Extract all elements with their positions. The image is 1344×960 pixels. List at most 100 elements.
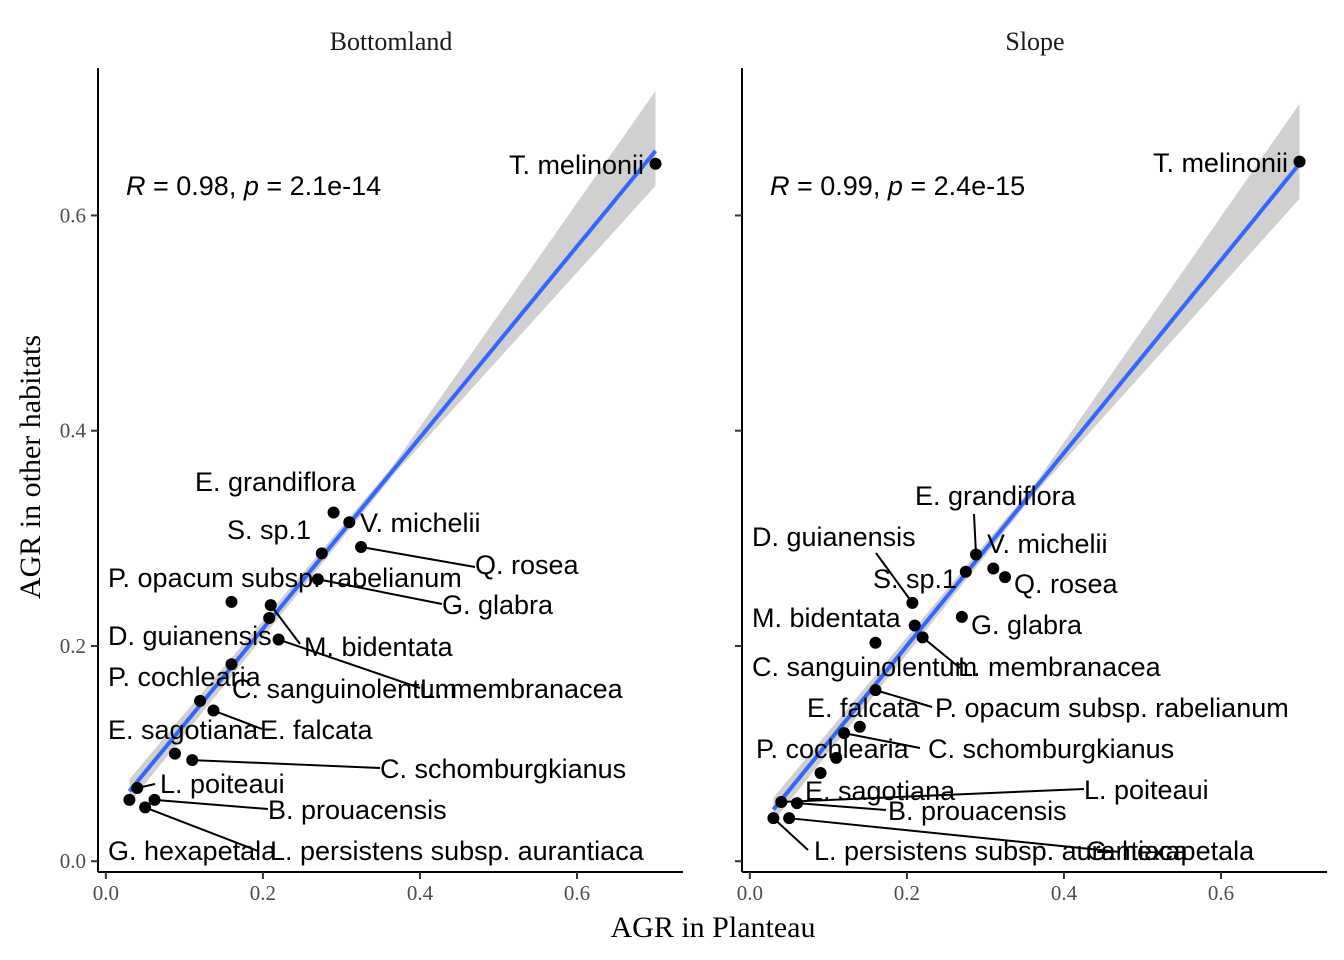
data-point-l-membranacea (272, 633, 285, 646)
leader-line-p-opacum-subsp-rabelianum (875, 689, 933, 708)
confidence-band-slope (773, 103, 1300, 822)
data-point-l-persistens-subsp-aurantiaca (767, 812, 780, 825)
data-point-l-persistens-subsp-aurantiaca (139, 801, 152, 814)
data-point-c-sanguinolentum (869, 636, 882, 649)
point-label-p-cochlearia: P. cochlearia (108, 662, 262, 692)
point-label-l-poiteaui: L. poiteaui (1084, 775, 1209, 805)
data-point-b-prouacensis (148, 793, 161, 806)
point-label-g-hexapetala: G. hexapetala (108, 836, 277, 866)
panel-slope: Slope T. melinonii E. grandiflora V. miche… (735, 27, 1327, 905)
y-tick-label: 0.2 (60, 634, 86, 658)
point-label-v-michelii: V. michelii (987, 529, 1108, 559)
data-point-e-grandiflora (327, 506, 340, 519)
strip-label-slope: Slope (1005, 27, 1064, 56)
data-point-t-melinonii (1293, 155, 1306, 168)
data-point-b-prouacensis (790, 797, 803, 810)
data-point-q-rosea (999, 571, 1012, 584)
data-point-d-guianensis (906, 596, 919, 609)
data-point-e-grandiflora (970, 548, 982, 561)
data-point-m-bidentata (264, 599, 277, 612)
leader-line-b-prouacensis (796, 802, 887, 811)
data-point-t-melinonii (649, 157, 662, 170)
leader-line-q-rosea (360, 545, 476, 568)
point-label-e-sagotiana: E. sagotiana (108, 715, 259, 745)
point-label-c-schomburgkianus: C. schomburgkianus (928, 734, 1174, 764)
data-point-v-michelii (987, 562, 1000, 575)
point-label-l-membranacea: L. membranacea (420, 674, 624, 704)
data-point-g-glabra (311, 573, 324, 586)
point-label-t-melinonii: T. melinonii (509, 150, 644, 180)
point-label-l-persistens-subsp-aurantiaca: L. persistens subsp. aurantiaca (270, 836, 645, 866)
leader-line-c-schomburgkianus (843, 732, 921, 749)
x-tick-label-bottomland: 0.6 (564, 881, 590, 905)
point-label-v-michelii: V. michelii (360, 508, 481, 538)
data-point-g-glabra (955, 610, 968, 623)
point-label-g-glabra: G. glabra (442, 590, 554, 620)
point-label-p-opacum-subsp-rabelianum: P. opacum subsp. rabelianum (935, 693, 1289, 723)
point-label-t-melinonii: T. melinonii (1153, 148, 1288, 178)
point-label-q-rosea: Q. rosea (475, 550, 580, 580)
data-point-q-rosea (355, 540, 368, 553)
data-point-e-falcata (207, 704, 220, 717)
x-tick-label-slope: 0.0 (737, 881, 763, 905)
data-point-p-opacum-subsp-rabelianum (225, 595, 238, 608)
data-point-p-cochlearia (830, 751, 843, 764)
leader-line-l-poiteaui (781, 788, 1085, 804)
leader-line-m-bidentata (269, 604, 301, 645)
point-label-s-sp-1: S. sp.1 (873, 564, 957, 594)
point-label-s-sp-1: S. sp.1 (227, 515, 311, 545)
point-label-c-schomburgkianus: C. schomburgkianus (380, 754, 626, 784)
stats-annotation-slope: R = 0.99, p = 2.4e-15 (770, 171, 1025, 201)
leader-line-b-prouacensis (154, 798, 269, 810)
data-point-p-cochlearia (194, 694, 207, 707)
data-point-m-bidentata (908, 619, 921, 632)
point-label-b-prouacensis: B. prouacensis (888, 796, 1067, 826)
data-point-s-sp-1 (315, 547, 328, 560)
data-point-g-hexapetala (783, 812, 796, 825)
data-point-c-sanguinolentum (225, 658, 238, 671)
data-point-d-guianensis (263, 611, 276, 624)
leader-line-l-membranacea (921, 636, 961, 669)
x-tick-label-slope: 0.4 (1051, 881, 1078, 905)
point-label-p-opacum-subsp-rabelianum: P. opacum subsp. rabelianum (108, 563, 462, 593)
point-label-m-bidentata: M. bidentata (752, 603, 902, 633)
point-label-d-guianensis: D. guianensis (752, 522, 916, 552)
x-tick-label-bottomland: 0.4 (407, 881, 434, 905)
y-tick-label: 0.6 (60, 203, 86, 227)
data-point-e-sagotiana (814, 766, 827, 779)
leader-line-g-hexapetala (789, 817, 1121, 853)
data-point-l-poiteaui (775, 796, 788, 809)
x-tick-label-bottomland: 0.0 (93, 881, 119, 905)
panel-bottomland: Bottomland T. melinonii E. grandifloraV. … (60, 27, 683, 905)
point-label-e-sagotiana: E. sagotiana (805, 776, 956, 806)
point-label-l-poiteaui: L. poiteaui (160, 769, 285, 799)
point-label-e-grandiflora: E. grandiflora (915, 481, 1077, 511)
leader-line-e-grandiflora (973, 513, 977, 555)
point-label-l-persistens-subsp-aurantiaca: L. persistens subsp. aurantiaca (814, 836, 1189, 866)
point-label-d-guianensis: D. guianensis (108, 621, 272, 651)
data-point-c-schomburgkianus (186, 754, 199, 767)
point-label-b-prouacensis: B. prouacensis (268, 795, 447, 825)
data-point-l-poiteaui (131, 782, 144, 795)
x-tick-label-slope: 0.2 (894, 881, 920, 905)
leader-line-g-glabra (317, 578, 443, 605)
data-point-l-membranacea (916, 631, 929, 644)
data-point-g-hexapetala (123, 793, 136, 806)
x-tick-label-bottomland: 0.2 (250, 881, 276, 905)
x-tick-label-slope: 0.6 (1208, 881, 1234, 905)
leader-line-l-persistens-subsp-aurantiaca (144, 806, 259, 852)
point-label-l-membranacea: L. membranacea (958, 652, 1162, 682)
point-label-g-glabra: G. glabra (971, 610, 1083, 640)
leader-line-l-persistens-subsp-aurantiaca (772, 817, 809, 851)
data-point-c-schomburgkianus (838, 727, 851, 740)
point-label-p-cochlearia: P. cochlearia (756, 734, 910, 764)
point-label-q-rosea: Q. rosea (1014, 569, 1119, 599)
stats-annotation-bottomland: R = 0.98, p = 2.1e-14 (126, 171, 381, 201)
data-point-s-sp-1 (959, 565, 972, 578)
confidence-band-bottomland (129, 90, 656, 804)
y-tick-label: 0.4 (60, 419, 87, 443)
y-axis-title: AGR in other habitats (14, 335, 47, 599)
point-label-e-grandiflora: E. grandiflora (195, 467, 357, 497)
strip-label-bottomland: Bottomland (330, 27, 453, 56)
